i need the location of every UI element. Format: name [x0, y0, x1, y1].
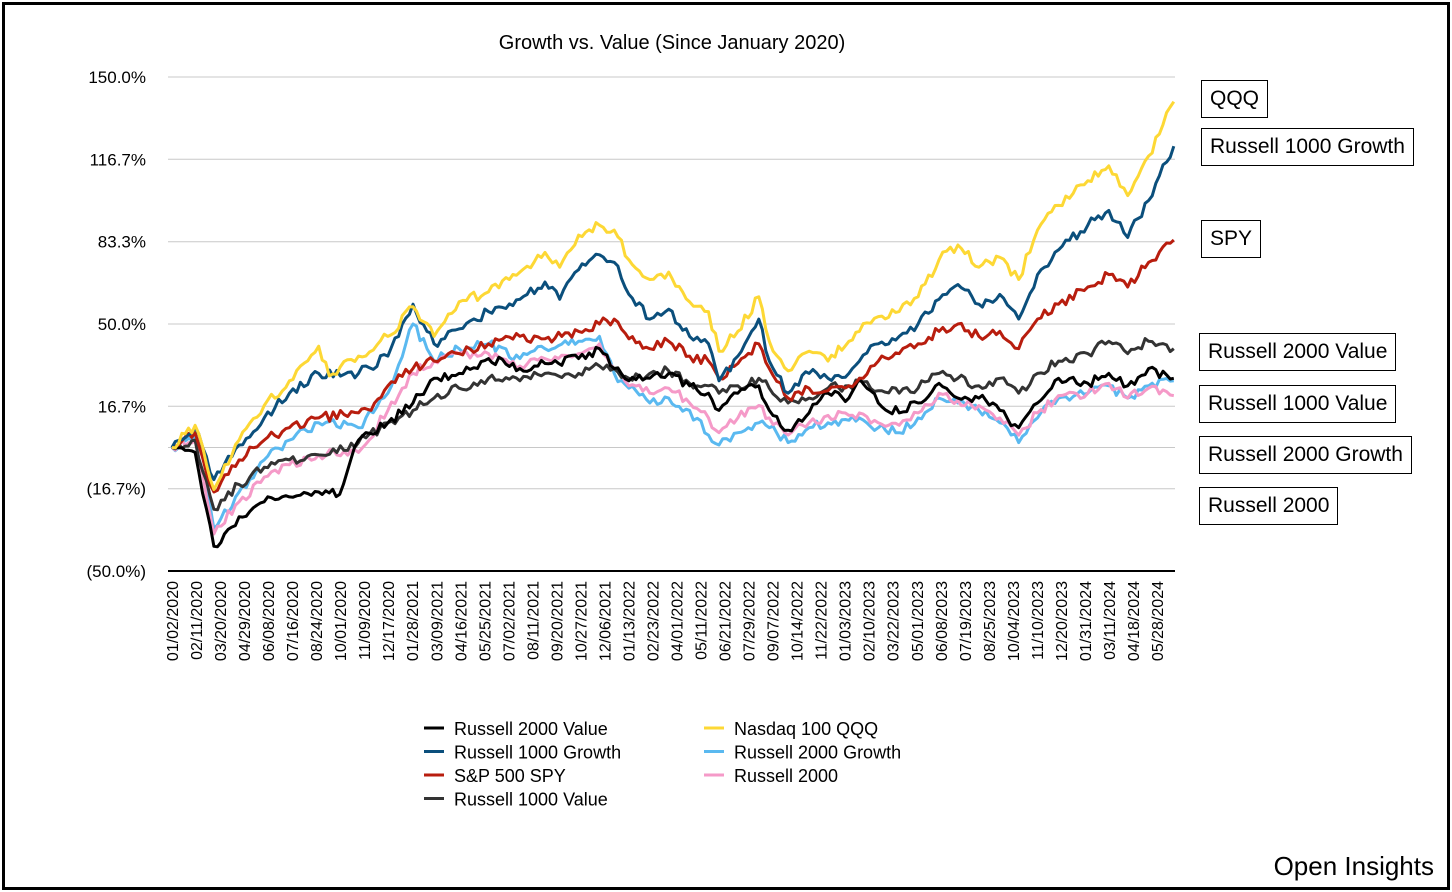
x-tick-label: 11/22/2022 [814, 581, 831, 660]
y-tick-label: 116.7% [90, 150, 146, 169]
x-tick-label: 11/10/2023 [1030, 581, 1047, 660]
x-tick-label: 11/09/2020 [357, 581, 374, 660]
x-tick-label: 01/28/2021 [405, 581, 422, 661]
x-tick-label: 10/27/2021 [573, 581, 590, 661]
x-tick-label: 04/18/2024 [1126, 581, 1143, 661]
legend-label: S&P 500 SPY [454, 766, 566, 786]
x-tick-label: 04/29/2020 [237, 581, 254, 661]
callout-spy: SPY [1201, 220, 1262, 258]
y-tick-label: 150.0% [88, 68, 146, 87]
y-tick-label: (16.7%) [86, 480, 146, 499]
x-tick-label: 12/17/2020 [381, 581, 398, 661]
callout-russell-2000-value: Russell 2000 Value [1199, 333, 1397, 371]
x-tick-label: 08/11/2021 [525, 581, 542, 660]
x-tick-label: 01/31/2024 [1078, 581, 1095, 661]
x-tick-label: 03/22/2023 [886, 581, 903, 661]
brand-label: Open Insights [1273, 851, 1434, 881]
x-tick-label: 07/16/2020 [285, 581, 302, 661]
legend-label: Russell 2000 [734, 766, 838, 786]
x-tick-label: 02/23/2022 [645, 581, 662, 661]
x-tick-label: 05/01/2023 [910, 581, 927, 661]
x-tick-label: 12/20/2023 [1054, 581, 1071, 661]
x-tick-label: 08/24/2020 [309, 581, 326, 661]
series-line-russell-2000-growth [170, 322, 1174, 531]
legend-label: Russell 1000 Growth [454, 743, 621, 763]
x-tick-label: 01/03/2023 [838, 581, 855, 661]
x-tick-label: 07/29/2022 [742, 581, 759, 661]
x-tick-label: 10/14/2022 [790, 581, 807, 661]
x-tick-label: 07/19/2023 [958, 581, 975, 661]
series-line-nasdaq-100-qqq [171, 100, 1176, 491]
chart-title: Growth vs. Value (Since January 2020) [499, 32, 845, 54]
callout-russell-1000-value: Russell 1000 Value [1199, 385, 1397, 423]
legend-label: Russell 2000 Growth [734, 743, 901, 763]
x-tick-label: 03/20/2020 [213, 581, 230, 661]
x-tick-label: 05/28/2024 [1150, 581, 1167, 661]
x-tick-label: 05/11/2022 [694, 581, 711, 660]
x-tick-label: 06/08/2020 [261, 581, 278, 661]
x-tick-label: 09/07/2022 [766, 581, 783, 661]
y-tick-label: 83.3% [98, 233, 146, 252]
x-tick-label: 03/11/2024 [1102, 581, 1119, 660]
x-tick-label: 01/02/2020 [165, 581, 182, 661]
y-tick-label: 50.0% [98, 315, 146, 334]
y-tick-label: (50.0%) [86, 562, 146, 581]
x-tick-label: 06/08/2023 [934, 581, 951, 661]
x-tick-label: 02/11/2020 [189, 581, 206, 660]
x-tick-label: 12/06/2021 [597, 581, 614, 661]
callout-qqq: QQQ [1201, 80, 1269, 118]
callout-russell-2000: Russell 2000 [1199, 487, 1339, 525]
series-line-s-p-500-spy [171, 238, 1175, 494]
x-tick-label: 08/25/2023 [982, 581, 999, 661]
x-tick-label: 05/25/2021 [477, 581, 494, 661]
x-tick-label: 04/01/2022 [670, 581, 687, 661]
callout-russell-1000-growth: Russell 1000 Growth [1201, 128, 1414, 166]
series-line-russell-2000 [171, 342, 1175, 536]
x-tick-label: 07/02/2021 [501, 581, 518, 661]
legend-label: Russell 1000 Value [454, 790, 608, 810]
x-tick-label: 10/01/2020 [333, 581, 350, 661]
y-tick-label: 16.7% [98, 397, 146, 416]
x-tick-label: 02/10/2023 [862, 581, 879, 661]
x-tick-label: 04/16/2021 [453, 581, 470, 661]
x-tick-label: 06/21/2022 [718, 581, 735, 661]
legend-label: Nasdaq 100 QQQ [734, 719, 878, 739]
series-line-russell-2000-value [171, 345, 1175, 549]
x-tick-label: 01/13/2022 [621, 581, 638, 661]
callout-russell-2000-growth: Russell 2000 Growth [1199, 436, 1412, 474]
x-tick-label: 10/04/2023 [1006, 581, 1023, 661]
x-tick-label: 03/09/2021 [429, 581, 446, 661]
x-tick-label: 09/20/2021 [549, 581, 566, 661]
legend-label: Russell 2000 Value [454, 719, 608, 739]
